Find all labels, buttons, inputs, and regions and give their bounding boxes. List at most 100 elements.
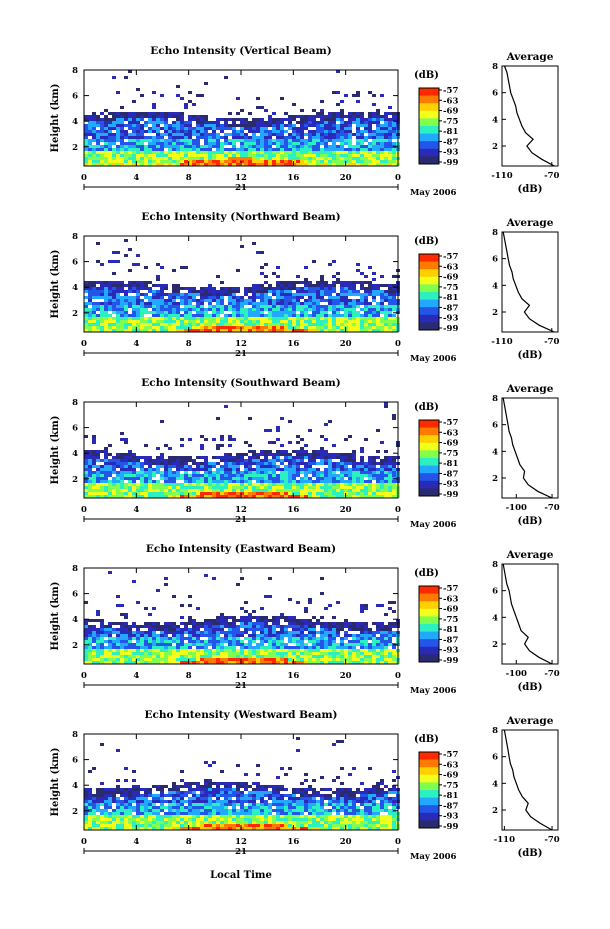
echo-cell bbox=[284, 314, 288, 317]
echo-cell bbox=[328, 468, 332, 471]
echo-cell bbox=[96, 649, 100, 652]
echo-cell bbox=[260, 655, 264, 658]
echo-cell bbox=[344, 646, 348, 649]
echo-cell bbox=[116, 160, 120, 163]
echo-cell bbox=[316, 136, 320, 139]
echo-cell bbox=[252, 649, 256, 652]
echo-cell bbox=[208, 480, 212, 483]
echo-cell bbox=[196, 462, 200, 465]
echo-cell bbox=[280, 133, 284, 136]
echo-cell bbox=[88, 495, 92, 498]
x-tick-label: 12 bbox=[235, 173, 247, 183]
echo-cell bbox=[212, 145, 216, 148]
echo-cell bbox=[232, 136, 236, 139]
echo-cell bbox=[212, 299, 216, 302]
echo-cell bbox=[184, 136, 188, 139]
echo-cell bbox=[152, 658, 156, 661]
echo-cell bbox=[168, 112, 172, 115]
echo-cell bbox=[228, 486, 232, 489]
echo-cell bbox=[328, 643, 332, 646]
echo-cell bbox=[340, 459, 344, 462]
echo-cell bbox=[276, 468, 280, 471]
echo-cell bbox=[272, 628, 276, 631]
echo-cell bbox=[384, 118, 388, 121]
echo-cell bbox=[240, 154, 244, 157]
echo-cell bbox=[344, 622, 348, 625]
echo-cell bbox=[284, 287, 288, 290]
echo-cell bbox=[280, 480, 284, 483]
echo-cell bbox=[88, 329, 92, 332]
echo-cell bbox=[340, 637, 344, 640]
echo-cell bbox=[212, 634, 216, 637]
echo-cell bbox=[184, 631, 188, 634]
echo-cell bbox=[336, 118, 340, 121]
echo-cell bbox=[264, 462, 268, 465]
echo-cell bbox=[84, 435, 88, 438]
echo-cell bbox=[368, 160, 372, 163]
echo-cell bbox=[108, 462, 112, 465]
echo-cell bbox=[208, 302, 212, 305]
echo-cell bbox=[228, 628, 232, 631]
echo-cell bbox=[96, 610, 100, 613]
echo-cell bbox=[312, 124, 316, 127]
echo-cell bbox=[276, 459, 280, 462]
echo-cell bbox=[348, 492, 352, 495]
echo-cell bbox=[284, 145, 288, 148]
echo-cell bbox=[276, 637, 280, 640]
echo-cell bbox=[256, 317, 260, 320]
echo-cell bbox=[288, 115, 292, 118]
echo-cell bbox=[156, 112, 160, 115]
echo-cell bbox=[352, 160, 356, 163]
echo-cell bbox=[96, 613, 100, 616]
echo-cell bbox=[180, 465, 184, 468]
echo-cell bbox=[176, 314, 180, 317]
echo-cell bbox=[152, 296, 156, 299]
echo-cell bbox=[96, 151, 100, 154]
echo-cell bbox=[320, 133, 324, 136]
echo-cell bbox=[248, 489, 252, 492]
echo-cell bbox=[268, 145, 272, 148]
echo-cell bbox=[96, 655, 100, 658]
echo-cell bbox=[144, 287, 148, 290]
echo-cell bbox=[332, 456, 336, 459]
echo-cell bbox=[216, 483, 220, 486]
echo-cell bbox=[196, 483, 200, 486]
echo-cell bbox=[168, 124, 172, 127]
echo-cell bbox=[236, 495, 240, 498]
echo-cell bbox=[296, 474, 300, 477]
echo-cell bbox=[140, 492, 144, 495]
echo-cell bbox=[152, 462, 156, 465]
echo-cell bbox=[260, 453, 264, 456]
echo-cell bbox=[200, 302, 204, 305]
echo-cell bbox=[120, 142, 124, 145]
echo-cell bbox=[332, 163, 336, 166]
echo-cell bbox=[88, 133, 92, 136]
echo-cell bbox=[288, 305, 292, 308]
echo-cell bbox=[192, 290, 196, 293]
echo-cell bbox=[216, 655, 220, 658]
echo-cell bbox=[384, 456, 388, 459]
echo-cell bbox=[92, 281, 96, 284]
echo-cell bbox=[236, 583, 240, 586]
echo-cell bbox=[156, 625, 160, 628]
echo-cell bbox=[280, 142, 284, 145]
y-tick-label: 2 bbox=[72, 143, 78, 153]
echo-cell bbox=[256, 489, 260, 492]
echo-cell bbox=[240, 483, 244, 486]
echo-cell bbox=[120, 492, 124, 495]
echo-cell bbox=[328, 462, 332, 465]
echo-cell bbox=[100, 634, 104, 637]
echo-cell bbox=[316, 133, 320, 136]
echo-cell bbox=[96, 281, 100, 284]
echo-cell bbox=[92, 163, 96, 166]
echo-cell bbox=[340, 640, 344, 643]
echo-cell bbox=[248, 640, 252, 643]
echo-cell bbox=[88, 474, 92, 477]
echo-cell bbox=[348, 661, 352, 664]
echo-cell bbox=[144, 646, 148, 649]
echo-cell bbox=[136, 628, 140, 631]
echo-cell bbox=[304, 619, 308, 622]
echo-cell bbox=[384, 486, 388, 489]
echo-cell bbox=[192, 634, 196, 637]
echo-cell bbox=[156, 290, 160, 293]
